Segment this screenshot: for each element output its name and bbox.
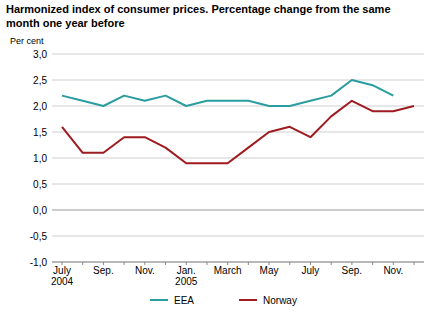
chart: Harmonized index of consumer prices. Per… bbox=[0, 0, 432, 315]
grid-line bbox=[52, 262, 424, 263]
x-tick-label: March bbox=[214, 265, 242, 276]
plot-area bbox=[62, 80, 414, 163]
x-tick bbox=[124, 262, 125, 265]
x-tick-label: Nov. bbox=[383, 265, 403, 276]
legend: EEA Norway bbox=[150, 295, 297, 306]
grid-line bbox=[52, 210, 424, 211]
y-tick-label: -0,5 bbox=[30, 231, 48, 242]
x-tick-label: July bbox=[302, 265, 320, 276]
grid-line bbox=[52, 236, 424, 237]
x-tick bbox=[165, 262, 166, 265]
x-tick bbox=[206, 262, 207, 265]
y-tick-label: 2,5 bbox=[33, 75, 47, 86]
y-tick-label: 1,0 bbox=[33, 153, 47, 164]
grid-line bbox=[52, 106, 424, 107]
series-line bbox=[62, 101, 414, 163]
x-tick-label: Sep. bbox=[342, 265, 363, 276]
x-tick bbox=[372, 262, 373, 265]
grid-line bbox=[52, 132, 424, 133]
x-tick bbox=[248, 262, 249, 265]
grid-line bbox=[52, 184, 424, 185]
legend-label: EEA bbox=[174, 295, 194, 306]
x-axis bbox=[52, 262, 424, 263]
x-tick-label: Jan.2005 bbox=[175, 265, 198, 287]
y-tick-label: 0,0 bbox=[33, 205, 47, 216]
title: Harmonized index of consumer prices. Per… bbox=[6, 3, 391, 29]
y-tick-label: -1,0 bbox=[30, 257, 48, 268]
y-label: Per cent bbox=[10, 36, 44, 46]
grid-line bbox=[52, 158, 424, 159]
x-tick bbox=[414, 262, 415, 265]
series-line bbox=[62, 80, 393, 106]
y-tick-label: 2,0 bbox=[33, 101, 47, 112]
legend-swatch bbox=[150, 299, 168, 301]
x-tick-label: July2004 bbox=[51, 265, 74, 287]
x-tick bbox=[82, 262, 83, 265]
y-tick-label: 1,5 bbox=[33, 127, 47, 138]
grid-line bbox=[52, 54, 424, 55]
legend-label: Norway bbox=[263, 295, 297, 306]
legend-swatch bbox=[239, 299, 257, 301]
x-tick bbox=[289, 262, 290, 265]
x-tick-label: Nov. bbox=[135, 265, 155, 276]
grid-line bbox=[52, 80, 424, 81]
x-tick-label: Sep. bbox=[93, 265, 114, 276]
y-tick-label: 3,0 bbox=[33, 49, 47, 60]
x-tick bbox=[331, 262, 332, 265]
y-tick-label: 0,5 bbox=[33, 179, 47, 190]
x-tick-label: May bbox=[260, 265, 279, 276]
